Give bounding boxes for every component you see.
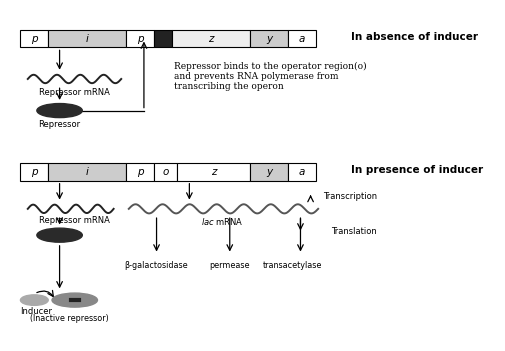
Text: y: y — [266, 167, 272, 177]
Text: i: i — [86, 167, 88, 177]
Bar — [126, 163, 154, 181]
Bar — [20, 163, 48, 181]
Bar — [288, 30, 316, 47]
Text: Repressor: Repressor — [38, 120, 81, 129]
Text: p: p — [31, 167, 37, 177]
Text: p: p — [137, 34, 143, 44]
Bar — [250, 30, 288, 47]
Text: i: i — [86, 34, 88, 44]
Text: In presence of inducer: In presence of inducer — [351, 165, 483, 175]
Bar — [48, 30, 126, 47]
Ellipse shape — [20, 295, 48, 305]
Text: p: p — [31, 34, 37, 44]
Text: o: o — [162, 167, 169, 177]
Text: z: z — [208, 34, 214, 44]
Text: Repressor binds to the operator region(o)
and prevents RNA polymerase from
trans: Repressor binds to the operator region(o… — [174, 61, 367, 91]
Bar — [172, 30, 250, 47]
Text: a: a — [298, 34, 305, 44]
Bar — [48, 163, 126, 181]
Bar — [126, 30, 154, 47]
Bar — [177, 163, 250, 181]
Bar — [288, 163, 316, 181]
Text: y: y — [266, 34, 272, 44]
Text: Repressor mRNA: Repressor mRNA — [39, 216, 110, 225]
Text: p: p — [137, 167, 143, 177]
Text: Translation: Translation — [331, 227, 377, 236]
Text: Inducer: Inducer — [20, 307, 52, 316]
Ellipse shape — [37, 228, 82, 242]
Ellipse shape — [37, 104, 82, 118]
Bar — [154, 30, 172, 47]
Text: Transcription: Transcription — [323, 192, 377, 201]
Ellipse shape — [52, 293, 97, 307]
Text: In absence of inducer: In absence of inducer — [351, 32, 478, 42]
Text: z: z — [211, 167, 216, 177]
Bar — [154, 163, 177, 181]
Bar — [250, 163, 288, 181]
Text: a: a — [298, 167, 305, 177]
Text: (Inactive repressor): (Inactive repressor) — [30, 314, 109, 323]
Text: transacetylase: transacetylase — [263, 261, 323, 271]
Text: Repressor mRNA: Repressor mRNA — [39, 88, 110, 98]
Text: β-galactosidase: β-galactosidase — [125, 261, 188, 271]
Text: $\it{lac}$ mRNA: $\it{lac}$ mRNA — [201, 216, 243, 227]
Bar — [20, 30, 48, 47]
Text: permease: permease — [210, 261, 250, 271]
